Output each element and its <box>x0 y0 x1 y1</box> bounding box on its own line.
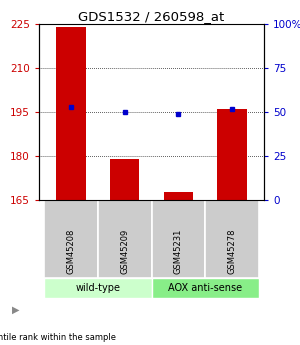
Title: GDS1532 / 260598_at: GDS1532 / 260598_at <box>78 10 225 23</box>
Bar <box>44 277 152 298</box>
Text: percentile rank within the sample: percentile rank within the sample <box>0 333 116 342</box>
Text: wild-type: wild-type <box>75 283 120 293</box>
Bar <box>44 200 98 277</box>
Bar <box>205 200 259 277</box>
Bar <box>56 27 86 200</box>
Text: GSM45209: GSM45209 <box>120 229 129 274</box>
Bar <box>217 109 247 200</box>
Text: GSM45278: GSM45278 <box>227 229 236 274</box>
Bar <box>152 200 205 277</box>
Bar <box>98 200 152 277</box>
Bar <box>152 277 259 298</box>
Text: GSM45208: GSM45208 <box>67 229 76 274</box>
Text: GSM45231: GSM45231 <box>174 229 183 274</box>
Bar <box>110 159 140 200</box>
Text: ▶: ▶ <box>12 305 20 315</box>
Bar <box>164 191 193 200</box>
Text: AOX anti-sense: AOX anti-sense <box>168 283 242 293</box>
